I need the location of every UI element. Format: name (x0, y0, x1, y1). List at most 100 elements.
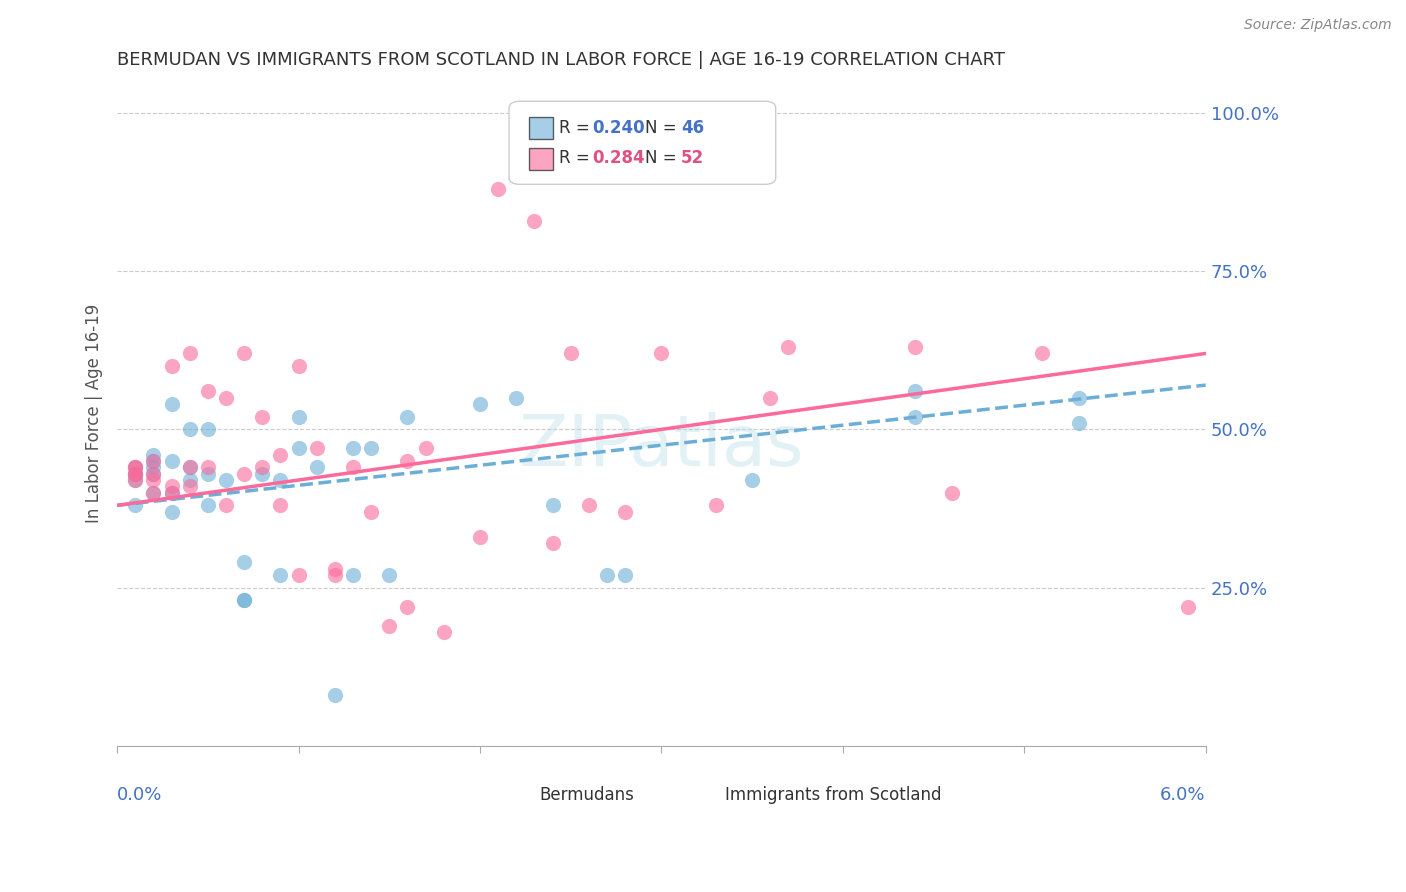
Point (233, 555, 256, 569)
Point (433, 624, 456, 639)
Point (197, 460, 219, 475)
Point (179, 460, 201, 475)
Point (252, 460, 274, 475)
Point (124, 460, 146, 475)
Point (233, 467, 256, 481)
Point (142, 448, 165, 462)
Point (323, 568, 346, 582)
Point (179, 422, 201, 436)
Point (179, 479, 201, 493)
Point (468, 530, 491, 544)
Point (124, 467, 146, 481)
Point (396, 599, 419, 614)
Text: BERMUDAN VS IMMIGRANTS FROM SCOTLAND IN LABOR FORCE | AGE 16-19 CORRELATION CHAR: BERMUDAN VS IMMIGRANTS FROM SCOTLAND IN … (117, 51, 1005, 69)
Text: 6.0%: 6.0% (1160, 786, 1206, 804)
Text: R =: R = (560, 119, 595, 136)
Point (1031, 346, 1053, 360)
Point (124, 499, 146, 513)
Text: 46: 46 (681, 119, 704, 136)
Point (197, 467, 219, 481)
Point (1067, 416, 1090, 430)
Text: R =: R = (560, 149, 595, 167)
Point (305, 460, 328, 475)
Point (614, 505, 637, 519)
Point (215, 499, 238, 513)
Point (287, 442, 309, 456)
Text: 52: 52 (681, 149, 704, 167)
Point (1067, 391, 1090, 405)
Point (904, 340, 927, 354)
Point (323, 688, 346, 702)
Point (486, 182, 509, 196)
Point (124, 473, 146, 487)
Text: ZIPatlas: ZIPatlas (519, 412, 804, 482)
Text: Immigrants from Scotland: Immigrants from Scotland (724, 786, 941, 804)
Point (360, 442, 382, 456)
Point (142, 485, 165, 500)
Point (124, 467, 146, 481)
Point (252, 409, 274, 424)
Point (650, 346, 672, 360)
Point (160, 454, 183, 468)
Point (160, 485, 183, 500)
Point (160, 505, 183, 519)
Point (269, 473, 291, 487)
Point (1177, 599, 1199, 614)
Point (360, 505, 382, 519)
Text: Bermudans: Bermudans (540, 786, 634, 804)
FancyBboxPatch shape (509, 784, 533, 805)
Point (142, 467, 165, 481)
Text: Source: ZipAtlas.com: Source: ZipAtlas.com (1244, 18, 1392, 32)
Point (124, 467, 146, 481)
Point (759, 391, 782, 405)
Point (505, 391, 527, 405)
Point (596, 568, 619, 582)
Point (287, 568, 309, 582)
Point (541, 499, 564, 513)
Point (415, 442, 437, 456)
Point (215, 391, 238, 405)
Point (160, 359, 183, 373)
Point (252, 467, 274, 481)
Point (142, 454, 165, 468)
Text: 0.284: 0.284 (592, 149, 644, 167)
Point (160, 397, 183, 411)
Point (396, 454, 419, 468)
Point (124, 473, 146, 487)
Point (124, 460, 146, 475)
Text: 0.0%: 0.0% (117, 786, 163, 804)
Point (704, 499, 727, 513)
Point (578, 499, 600, 513)
FancyBboxPatch shape (529, 148, 553, 169)
Point (904, 409, 927, 424)
Point (179, 473, 201, 487)
Point (124, 467, 146, 481)
Point (342, 568, 364, 582)
Point (215, 473, 238, 487)
Point (269, 499, 291, 513)
Point (778, 340, 800, 354)
Point (160, 479, 183, 493)
Point (233, 593, 256, 607)
Point (197, 499, 219, 513)
FancyBboxPatch shape (695, 784, 718, 805)
Point (523, 213, 546, 227)
Point (142, 454, 165, 468)
Point (541, 536, 564, 550)
Point (560, 346, 582, 360)
Point (323, 561, 346, 575)
Point (941, 485, 963, 500)
Point (468, 397, 491, 411)
Text: 0.240: 0.240 (592, 119, 644, 136)
Point (160, 485, 183, 500)
Point (269, 568, 291, 582)
Point (233, 593, 256, 607)
Point (904, 384, 927, 399)
Point (741, 473, 763, 487)
Y-axis label: In Labor Force | Age 16-19: In Labor Force | Age 16-19 (86, 304, 103, 524)
Point (305, 442, 328, 456)
Point (197, 384, 219, 399)
Point (378, 618, 401, 632)
Point (287, 409, 309, 424)
FancyBboxPatch shape (529, 117, 553, 139)
